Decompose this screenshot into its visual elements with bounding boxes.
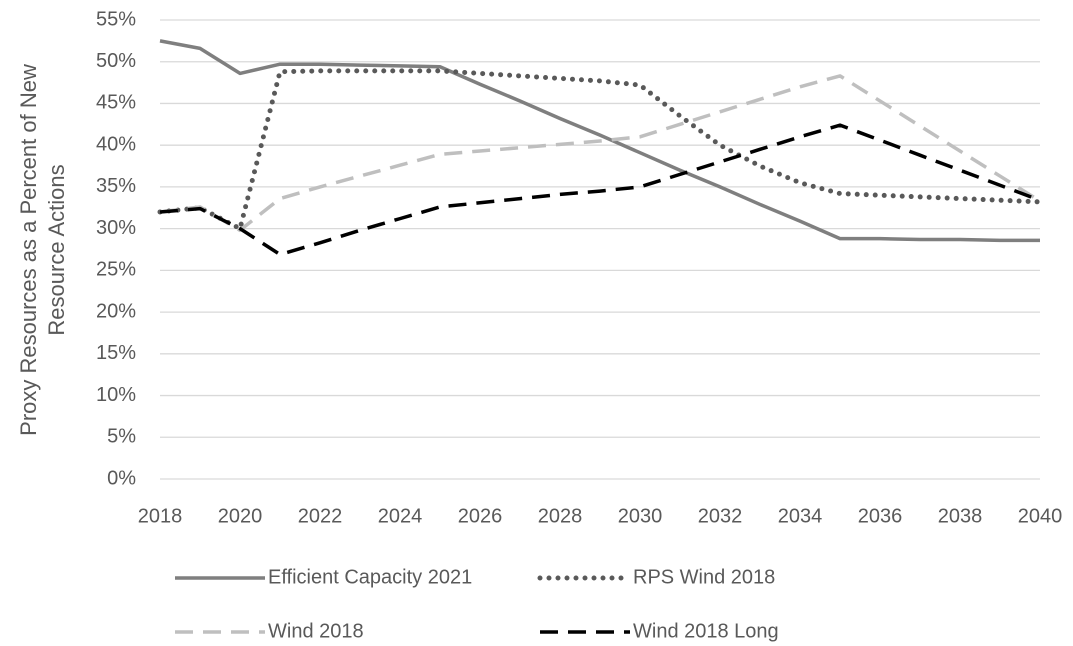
y-tick-label: 20% xyxy=(96,300,136,322)
y-tick-label: 55% xyxy=(96,8,136,30)
x-tick-label: 2022 xyxy=(298,505,343,527)
legend-label: Wind 2018 Long xyxy=(633,620,779,642)
x-tick-label: 2032 xyxy=(698,505,743,527)
legend-label: Efficient Capacity 2021 xyxy=(268,566,472,588)
series-line xyxy=(159,74,1041,233)
x-tick-label: 2030 xyxy=(618,505,663,527)
series-line xyxy=(159,123,1041,257)
series-line xyxy=(159,39,1040,243)
series-line xyxy=(157,68,1043,232)
y-tick-label: 25% xyxy=(96,259,136,281)
y-tick-label: 15% xyxy=(96,342,136,364)
x-tick-label: 2018 xyxy=(138,505,183,527)
x-tick-label: 2026 xyxy=(458,505,503,527)
y-tick-label: 30% xyxy=(96,217,136,239)
legend-label: RPS Wind 2018 xyxy=(633,566,775,588)
y-tick-label: 5% xyxy=(107,426,136,448)
x-tick-label: 2038 xyxy=(938,505,983,527)
y-tick-label: 50% xyxy=(96,50,136,72)
y-tick-label: 40% xyxy=(96,133,136,155)
x-tick-label: 2036 xyxy=(858,505,903,527)
x-tick-label: 2040 xyxy=(1018,505,1063,527)
x-tick-label: 2020 xyxy=(218,505,263,527)
legend-label: Wind 2018 xyxy=(268,620,364,642)
y-axis-label: Proxy Resources as a Percent of New Resou… xyxy=(16,64,69,436)
x-tick-label: 2034 xyxy=(778,505,823,527)
x-tick-label: 2024 xyxy=(378,505,423,527)
y-tick-label: 35% xyxy=(96,175,136,197)
x-tick-label: 2028 xyxy=(538,505,583,527)
y-tick-label: 10% xyxy=(96,384,136,406)
y-axis-label-line: Resource Actions xyxy=(44,164,69,335)
y-tick-label: 0% xyxy=(107,467,136,489)
y-tick-label: 45% xyxy=(96,92,136,114)
y-axis-label-line: Proxy Resources as a Percent of New xyxy=(16,64,41,436)
